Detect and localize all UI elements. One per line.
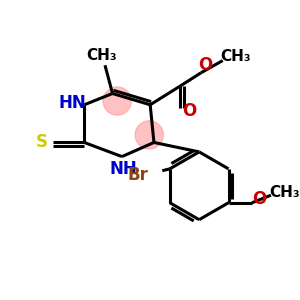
Text: S: S bbox=[36, 133, 48, 151]
Circle shape bbox=[103, 87, 131, 115]
Text: O: O bbox=[199, 56, 213, 74]
Circle shape bbox=[135, 121, 164, 149]
Text: CH₃: CH₃ bbox=[220, 49, 251, 64]
Text: CH₃: CH₃ bbox=[86, 48, 116, 63]
Text: Br: Br bbox=[127, 167, 148, 184]
Text: HN: HN bbox=[58, 94, 86, 112]
Text: O: O bbox=[183, 102, 197, 120]
Text: NH: NH bbox=[110, 160, 138, 178]
Text: O: O bbox=[253, 190, 267, 208]
Text: CH₃: CH₃ bbox=[269, 185, 299, 200]
